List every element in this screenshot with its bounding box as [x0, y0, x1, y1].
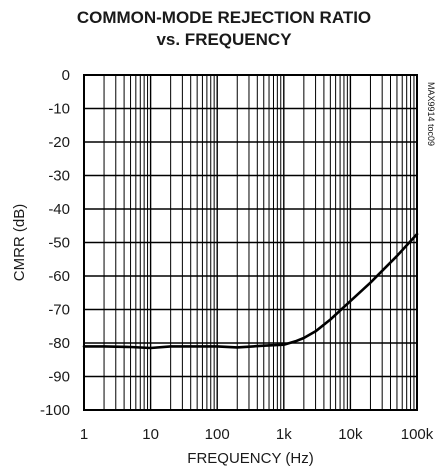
y-axis-label: CMRR (dB) [11, 204, 28, 282]
figure-id-note: MAX9914 toc09 [426, 82, 436, 146]
y-tick-label: -40 [48, 201, 70, 218]
plot-frame [83, 74, 418, 411]
x-tick-label: 1 [80, 426, 88, 443]
y-tick-label: -20 [48, 134, 70, 151]
y-tick-label: 0 [62, 67, 70, 84]
y-tick-label: -70 [48, 302, 70, 319]
x-tick-label: 10k [338, 426, 363, 443]
x-axis-label: FREQUENCY (Hz) [187, 450, 313, 467]
chart-title: COMMON-MODE REJECTION RATIO [76, 8, 372, 27]
x-tick-label: 1k [276, 426, 292, 443]
y-tick-label: -100 [40, 402, 70, 419]
y-tick-label: -10 [48, 101, 70, 118]
y-tick-labels: 0 -10 -20 -30 -40 -50 -60 -70 -80 -90 -100 [40, 67, 70, 419]
x-tick-label: 100k [401, 426, 434, 443]
y-tick-label: -80 [48, 335, 70, 352]
y-tick-label: -50 [48, 235, 70, 252]
cmrr-series-line [82, 232, 419, 350]
x-tick-label: 100 [205, 426, 230, 443]
chart-subtitle: vs. FREQUENCY [156, 30, 292, 49]
y-tick-label: -60 [48, 268, 70, 285]
major-gridlines [83, 74, 418, 411]
y-tick-label: -90 [48, 369, 70, 386]
x-tick-label: 10 [142, 426, 159, 443]
y-tick-label: -30 [48, 168, 70, 185]
x-tick-labels: 1 10 100 1k 10k 100k [80, 426, 434, 443]
